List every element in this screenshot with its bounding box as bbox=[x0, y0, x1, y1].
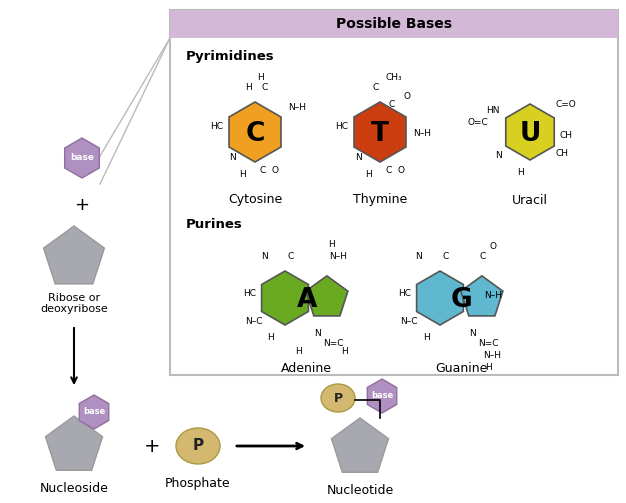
Text: CH: CH bbox=[560, 131, 573, 140]
Text: N: N bbox=[314, 329, 321, 338]
Text: Nucleoside: Nucleoside bbox=[39, 481, 108, 494]
Text: C=O: C=O bbox=[556, 100, 577, 109]
Text: C: C bbox=[373, 83, 379, 92]
Text: U: U bbox=[520, 121, 541, 147]
Text: HC: HC bbox=[243, 289, 256, 297]
Text: HC: HC bbox=[210, 122, 223, 130]
Text: O: O bbox=[489, 242, 496, 251]
Polygon shape bbox=[506, 104, 554, 160]
Text: N=C: N=C bbox=[323, 339, 343, 348]
Polygon shape bbox=[44, 226, 105, 284]
Text: N–H: N–H bbox=[288, 103, 306, 112]
Text: H: H bbox=[364, 170, 371, 179]
Text: +: + bbox=[74, 196, 90, 214]
Text: C: C bbox=[443, 252, 449, 261]
Text: C: C bbox=[288, 252, 294, 261]
Text: H: H bbox=[341, 347, 348, 356]
FancyBboxPatch shape bbox=[170, 10, 618, 38]
Text: Uracil: Uracil bbox=[512, 194, 548, 207]
Text: N–C: N–C bbox=[401, 316, 418, 325]
Text: Possible Bases: Possible Bases bbox=[336, 17, 452, 31]
Text: CH₃: CH₃ bbox=[385, 73, 402, 82]
Text: G: G bbox=[451, 287, 473, 313]
Text: Thymine: Thymine bbox=[353, 194, 407, 207]
Text: N: N bbox=[354, 153, 361, 162]
Text: Adenine: Adenine bbox=[281, 362, 332, 375]
Polygon shape bbox=[305, 276, 348, 316]
Text: Phosphate: Phosphate bbox=[165, 477, 231, 490]
Text: +: + bbox=[144, 437, 160, 456]
Text: N–H: N–H bbox=[329, 252, 347, 261]
Ellipse shape bbox=[176, 428, 220, 464]
Text: T: T bbox=[371, 121, 389, 147]
Polygon shape bbox=[332, 418, 389, 472]
Text: C: C bbox=[385, 166, 391, 175]
Ellipse shape bbox=[321, 384, 355, 412]
Text: Purines: Purines bbox=[186, 218, 243, 231]
Polygon shape bbox=[64, 138, 100, 178]
Text: base: base bbox=[83, 407, 105, 416]
Polygon shape bbox=[80, 395, 109, 429]
Polygon shape bbox=[354, 102, 406, 162]
Text: C: C bbox=[262, 83, 268, 92]
Text: O=C: O=C bbox=[467, 118, 488, 126]
Text: H: H bbox=[258, 73, 264, 82]
Text: O: O bbox=[397, 166, 404, 175]
Text: Cytosine: Cytosine bbox=[228, 194, 282, 207]
FancyBboxPatch shape bbox=[170, 10, 618, 375]
Polygon shape bbox=[417, 271, 463, 325]
Text: O: O bbox=[404, 92, 411, 101]
Text: N: N bbox=[469, 329, 476, 338]
Text: HC: HC bbox=[398, 289, 411, 297]
Text: H: H bbox=[295, 347, 302, 356]
Polygon shape bbox=[367, 379, 397, 413]
Text: N–C: N–C bbox=[245, 316, 263, 325]
Text: O: O bbox=[272, 166, 279, 175]
Text: N–H: N–H bbox=[413, 129, 431, 138]
Text: base: base bbox=[70, 153, 94, 162]
Polygon shape bbox=[262, 271, 309, 325]
Text: C: C bbox=[260, 166, 266, 175]
Text: H: H bbox=[328, 240, 335, 249]
Text: C: C bbox=[479, 252, 485, 261]
Text: Ribose or: Ribose or bbox=[48, 293, 100, 303]
Text: C: C bbox=[245, 121, 265, 147]
Polygon shape bbox=[46, 416, 103, 470]
Text: H: H bbox=[516, 168, 523, 177]
Text: N–H: N–H bbox=[485, 292, 503, 300]
Text: Guanine: Guanine bbox=[436, 362, 488, 375]
Text: CH: CH bbox=[556, 149, 569, 158]
Text: N=C: N=C bbox=[478, 339, 498, 348]
Text: H: H bbox=[485, 363, 492, 372]
Text: N: N bbox=[416, 252, 423, 261]
Text: Pyrimidines: Pyrimidines bbox=[186, 49, 275, 62]
Text: HN: HN bbox=[486, 106, 500, 115]
Text: HC: HC bbox=[335, 122, 348, 130]
Text: H: H bbox=[240, 170, 247, 179]
Text: base: base bbox=[371, 391, 393, 400]
Text: C: C bbox=[389, 100, 395, 109]
Text: Nucleotide: Nucleotide bbox=[326, 483, 394, 496]
Text: P: P bbox=[334, 391, 342, 404]
Text: P: P bbox=[192, 439, 203, 454]
Text: H: H bbox=[423, 333, 429, 342]
Text: A: A bbox=[297, 287, 317, 313]
Text: N: N bbox=[260, 252, 267, 261]
Text: N–H: N–H bbox=[483, 351, 501, 360]
Polygon shape bbox=[461, 276, 503, 316]
Text: H: H bbox=[268, 333, 274, 342]
Polygon shape bbox=[229, 102, 281, 162]
Text: deoxyribose: deoxyribose bbox=[40, 304, 108, 314]
Text: H: H bbox=[245, 83, 252, 92]
Text: N: N bbox=[495, 151, 502, 160]
Text: N: N bbox=[230, 153, 237, 162]
